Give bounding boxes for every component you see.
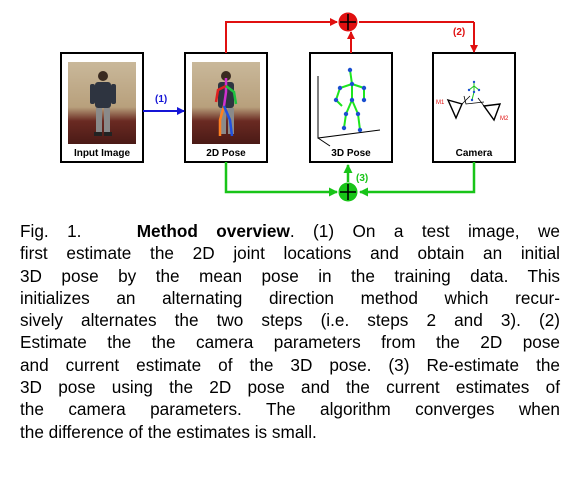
camera-plot: M1 M2: [436, 80, 509, 122]
caption-line-4: initializes an alternating direction met…: [20, 287, 560, 308]
camera-box: M1 M2 Camera: [432, 52, 516, 163]
camera-m2-icon: [477, 97, 502, 122]
caption-line-10: the difference of the estimates is small…: [20, 421, 317, 442]
box-label-2d-pose: 2D Pose: [206, 148, 246, 159]
camera-m1-label: M1: [436, 100, 445, 106]
step-2-label: (2): [453, 27, 465, 38]
box-label-camera: Camera: [456, 148, 493, 159]
caption-line-6: Estimate the the camera parameters from …: [20, 332, 560, 353]
caption-prefix: Fig. 1.: [20, 221, 82, 241]
figure-caption: Fig. 1. Method overview. (1) On a test i…: [20, 220, 560, 443]
caption-line-3: 3D pose by the mean pose in the training…: [20, 265, 560, 286]
caption-line-7: and current estimate of the 3D pose. (3)…: [20, 354, 560, 375]
caption-line-9: the camera parameters. The algorithm con…: [20, 399, 560, 420]
step-2-sum-node: [338, 12, 358, 32]
step-3-path: [224, 162, 476, 197]
box-label-input: Input Image: [74, 148, 131, 159]
camera-m1-icon: [446, 95, 471, 120]
input-image-box: Input Image: [60, 52, 144, 163]
camera-m2-label: M2: [500, 116, 509, 122]
caption-line-8: 3D pose using the 2D pose and the curren…: [20, 377, 560, 398]
method-overview-figure: Input Image 2D Pose: [60, 12, 516, 202]
step-3-label: (3): [356, 173, 368, 184]
step-2-path: [225, 18, 478, 53]
step-3-sum-node: [338, 182, 358, 202]
step-1-label: (1): [155, 94, 167, 105]
caption-line-1-text: . (1) On a test image, we: [289, 221, 560, 241]
pose-2d-photo: [192, 62, 260, 144]
caption-line-1: Fig. 1. Method overview. (1) On a test i…: [20, 220, 560, 242]
input-photo: [68, 62, 136, 144]
pose-3d-box: 3D Pose: [309, 52, 393, 163]
caption-line-5: sively alternates the two steps (i.e. st…: [20, 310, 560, 331]
caption-heading: Method overview: [136, 221, 290, 241]
pose-2d-box: 2D Pose: [184, 52, 268, 163]
caption-line-2: first estimate the 2D joint locations an…: [20, 243, 560, 264]
pose-3d-plot: [317, 67, 381, 147]
box-label-3d-pose: 3D Pose: [331, 148, 371, 159]
